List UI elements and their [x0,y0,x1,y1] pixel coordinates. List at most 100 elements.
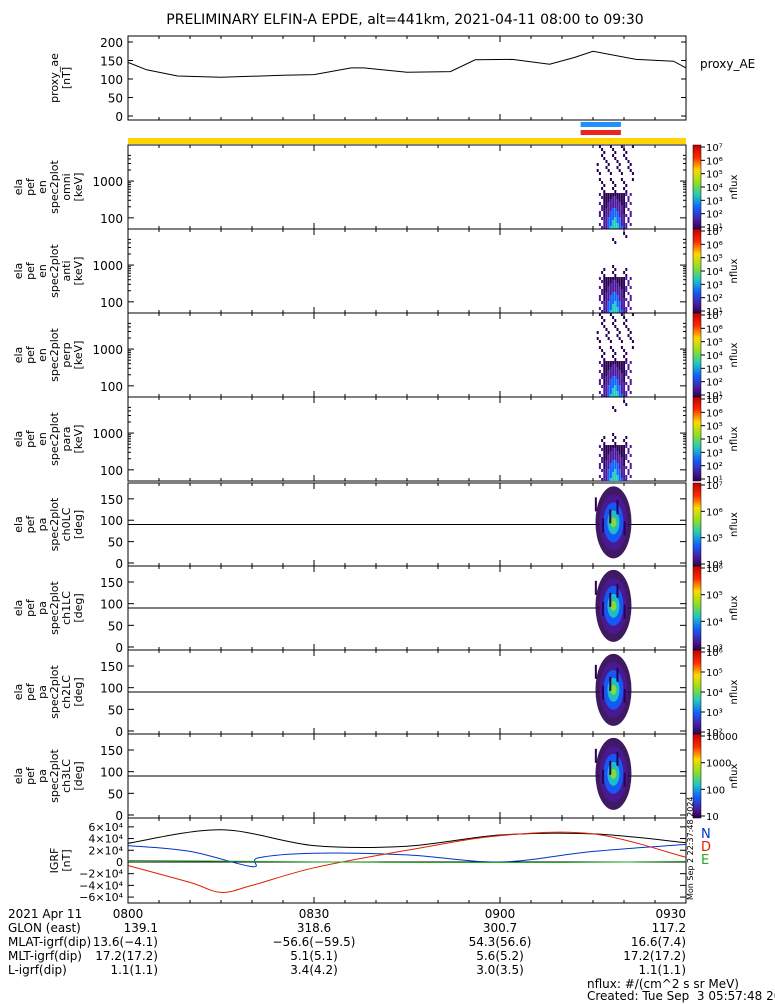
spectrogram-cell [609,382,612,385]
spectrogram-cell [625,268,628,271]
spectrogram-cell [603,442,606,445]
spectrogram-cell [610,768,617,779]
spectrogram-cell [620,220,623,223]
spectrogram-cell [605,289,608,292]
colorbar-label: nflux [729,174,740,199]
spectrogram-cell [618,463,621,466]
ytick-label: 100 [100,682,123,696]
spectrogram-cell [605,226,608,229]
spectrogram-cell [601,196,604,199]
spectrogram-cell [609,457,612,460]
spectrogram-cell [601,280,604,283]
spectrogram-cell [627,448,630,451]
spectrogram-cell [616,469,619,472]
spectrogram-cell [614,268,617,271]
spectrogram-cell [603,184,606,187]
spectrogram-cell [598,475,601,478]
spectrogram-cell [623,457,626,460]
spectrogram-cell [601,217,604,220]
spectrogram-cell [607,388,610,391]
spectrogram-cell [609,376,612,379]
spectrogram-cell [612,379,615,382]
spectrogram-cell [625,478,628,481]
colorbar-tick-label: 10⁷ [706,395,723,406]
spectrogram-cell [625,325,628,328]
pitch-angle-spectrogram [594,569,632,642]
colorbar-tick-label: 10⁶ [706,156,723,167]
spectrogram-cell [598,382,601,385]
spectrogram-cell [623,367,626,370]
spectrogram-cell [605,388,608,391]
spectrogram-cell [629,445,632,448]
spectrogram-cell [603,295,606,298]
spectrogram-cell [616,211,619,214]
spectrogram-cell [607,478,610,481]
spectrogram-cell [629,163,632,166]
spectrogram-cell [616,214,619,217]
colorbar-tick-label: 10⁴ [706,351,723,362]
spectrogram-cell [601,460,604,463]
spectrogram-cell [623,277,626,280]
footer-row-label: MLAT-igrf(dip) [8,935,92,949]
colorbar-tick-label: 10⁴ [706,688,723,699]
colorbar: 10000 1000 100 10 nflux [692,732,740,823]
spectrogram-cell [623,226,626,229]
footer-row-label: MLT-igrf(dip) [8,949,82,963]
spectrogram-cell [603,370,606,373]
spectrogram-cell [614,367,617,370]
spectrogram-cell [612,295,615,298]
spectrogram-cell [614,208,617,211]
spectrogram-cell [625,394,628,397]
spectrogram-cell [601,364,604,367]
spectrogram-cell [605,196,608,199]
spectrogram-cell [616,466,619,469]
spectrogram-cell [605,454,608,457]
spectrogram-cell [605,478,608,481]
ylabel-line: omni [60,173,73,200]
spectrogram-cell [620,478,623,481]
spectrogram-cell [623,286,626,289]
footer-row-label: GLON (east) [8,921,81,935]
spectrogram-cell [618,208,621,211]
spectrogram-cell [607,364,610,367]
spectrogram-cell [623,521,626,536]
spectrogram-cell [605,466,608,469]
spectrogram-cell [605,211,608,214]
spectrogram-cell [605,310,608,313]
spectrogram-cell [620,388,623,391]
spectrogram-cell [616,193,619,196]
spectrogram-cell [603,361,606,364]
ytick-label: 50 [108,619,123,633]
spectrogram-cell [598,361,601,364]
spectrogram-cell [618,280,621,283]
footer-row-value: 13.6(−4.1) [92,935,158,949]
spectrogram-cell [603,454,606,457]
spectrogram-cell [601,376,604,379]
spectrogram-cell [620,454,623,457]
spectrogram-cell [620,346,623,349]
spectrogram-cell [614,283,617,286]
spectrogram-cell [620,364,623,367]
spectrogram-cell [623,316,626,319]
spectrogram-cell [607,460,610,463]
spectrogram-cell [618,307,621,310]
spectrogram-cell [618,196,621,199]
spectrogram-cell [620,379,623,382]
spectrogram-cell [598,463,601,466]
spectrogram-cell [607,199,610,202]
spectrogram-cell [603,451,606,454]
spectrogram-cell [603,226,606,229]
spectrogram-cell [620,289,623,292]
spectrogram-cell [601,316,604,319]
spectrogram-cell [607,361,610,364]
top-bar-blue [580,122,621,127]
spectrogram-cell [603,202,606,205]
spectrogram-cell [612,394,615,397]
spectrogram-cell [614,280,617,283]
spectrogram-cell [616,304,619,307]
spectrogram-cell [605,286,608,289]
spectrogram-cell [603,277,606,280]
ylabel-line: en [36,264,49,278]
spectrogram-cell [598,286,601,289]
spectrogram-cell [603,445,606,448]
